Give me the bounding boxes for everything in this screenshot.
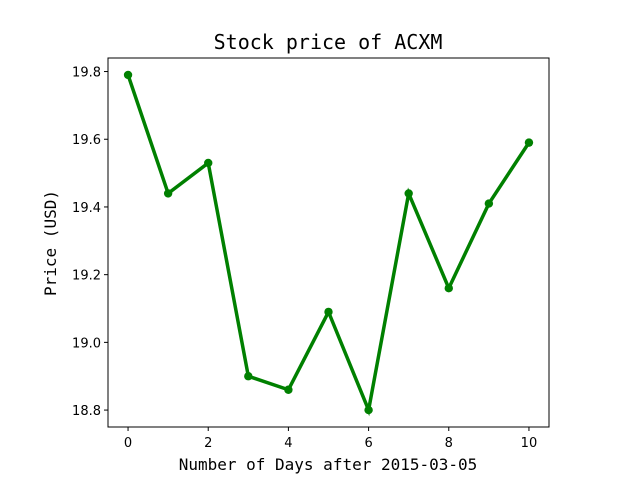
data-point bbox=[163, 189, 173, 198]
x-axis-label: Number of Days after 2015-03-05 bbox=[179, 455, 478, 474]
y-tick-label: 19.2 bbox=[72, 269, 101, 284]
x-axis-ticks: 0 2 4 6 8 10 bbox=[124, 427, 537, 451]
data-point bbox=[284, 385, 293, 394]
data-point bbox=[244, 372, 253, 381]
data-point bbox=[404, 189, 413, 198]
chart-title: Stock price of ACXM bbox=[214, 30, 443, 54]
data-point bbox=[444, 284, 453, 293]
x-tick-label: 6 bbox=[364, 436, 372, 451]
x-tick-label: 4 bbox=[284, 436, 292, 451]
x-tick-label: 10 bbox=[521, 436, 538, 451]
x-tick-label: 0 bbox=[124, 436, 132, 451]
plot-area-frame bbox=[107, 57, 550, 428]
x-tick-label: 2 bbox=[204, 436, 212, 451]
data-point bbox=[324, 307, 333, 317]
y-axis-ticks: 18.8 19.0 19.2 19.4 19.6 19.8 bbox=[72, 66, 108, 419]
data-point bbox=[524, 138, 534, 147]
data-point bbox=[484, 199, 494, 208]
data-point bbox=[123, 70, 133, 80]
y-tick-label: 18.8 bbox=[72, 404, 101, 419]
y-tick-label: 19.6 bbox=[72, 133, 101, 148]
data-point bbox=[364, 405, 373, 415]
y-tick-label: 19.0 bbox=[72, 336, 101, 351]
data-point bbox=[204, 158, 213, 168]
y-tick-label: 19.8 bbox=[72, 66, 101, 81]
x-tick-label: 8 bbox=[445, 436, 453, 451]
y-axis-label: Price (USD) bbox=[41, 190, 60, 296]
y-tick-label: 19.4 bbox=[72, 201, 101, 216]
price-series-points bbox=[123, 70, 534, 415]
price-series-line bbox=[126, 74, 531, 417]
